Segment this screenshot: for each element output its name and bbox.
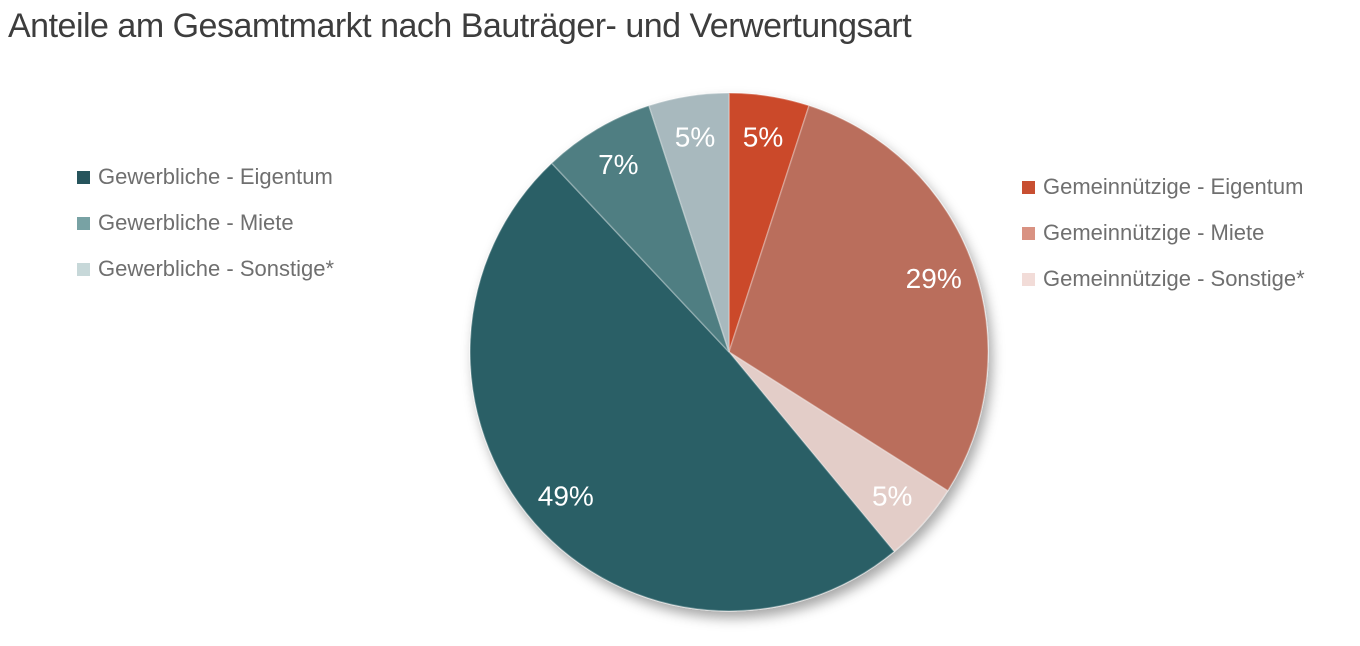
legend-item: Gewerbliche - Sonstige* [77, 255, 334, 283]
legend-label: Gewerbliche - Eigentum [98, 164, 333, 189]
pie-slice[interactable] [648, 92, 730, 353]
legend-item: Gemeinnützige - Sonstige* [1022, 265, 1305, 293]
legend-swatch [77, 262, 90, 276]
legend-item: Gewerbliche - Eigentum [77, 163, 334, 191]
pie-slice[interactable] [550, 104, 730, 353]
legend-label: Gemeinnützige - Miete [1043, 220, 1265, 245]
legend-swatch [1022, 272, 1035, 286]
legend-swatch [77, 216, 90, 230]
legend-label: Gemeinnützige - Sonstige* [1043, 266, 1305, 291]
legend-swatch [1022, 180, 1035, 194]
legend-swatch [77, 170, 90, 184]
pie-slice-label: 5% [743, 122, 783, 153]
pie-data-labels: 5% 29% 5% 49% 7% 5% [538, 122, 962, 512]
legend-swatch [1022, 226, 1035, 240]
pie-slice[interactable] [728, 104, 989, 492]
pie-slice-label: 29% [906, 263, 962, 294]
pie-slice-label: 7% [598, 149, 638, 180]
pie-chart: 5% 29% 5% 49% 7% 5% [469, 92, 989, 612]
legend-label: Gemeinnützige - Eigentum [1043, 174, 1304, 199]
legend-item: Gemeinnützige - Miete [1022, 219, 1305, 247]
legend-label: Gewerbliche - Sonstige* [98, 256, 335, 281]
legend-item: Gewerbliche - Miete [77, 209, 334, 237]
legend-item: Gemeinnützige - Eigentum [1022, 173, 1305, 201]
pie-slice-label: 49% [538, 480, 594, 511]
pie-slices [469, 92, 989, 612]
legend-left: Gewerbliche - Eigentum Gewerbliche - Miet… [77, 163, 334, 301]
legend-right: Gemeinnützige - Eigentum Gemeinnützige - … [1022, 173, 1305, 311]
pie-slice-label: 5% [872, 480, 912, 511]
legend-label: Gewerbliche - Miete [98, 210, 294, 235]
chart-title: Anteile am Gesamtmarkt nach Bauträger- u… [8, 7, 912, 45]
pie-slice-label: 5% [675, 122, 715, 153]
pie-slice[interactable] [469, 162, 896, 612]
